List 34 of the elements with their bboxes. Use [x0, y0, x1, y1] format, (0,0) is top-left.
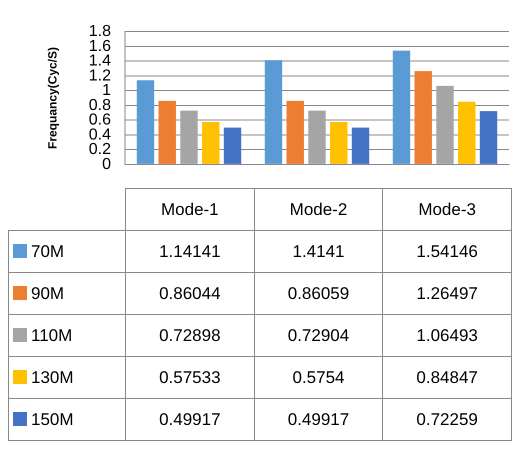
y-tick-label: 1.4: [88, 52, 112, 70]
data-label: 0.72904: [254, 314, 383, 356]
y-tick-label: 1.2: [88, 67, 112, 84]
data-label: 0.49917: [126, 398, 254, 440]
data-label: 1.4141: [254, 230, 383, 272]
data-label: 1.26497: [382, 272, 512, 314]
data-label: 1.06493: [382, 314, 512, 356]
data-label: 0.49917: [254, 398, 383, 440]
legend-label: 70M: [8, 230, 126, 272]
data-label: 0.84847: [382, 356, 512, 398]
data-label: 0.5754: [254, 356, 383, 398]
y-tick-label: 0: [102, 156, 112, 173]
data-label: 0.57533: [126, 356, 254, 398]
data-label: 0.86059: [254, 272, 383, 314]
y-tick-label: 1.6: [88, 38, 112, 55]
data-label: 1.14141: [126, 230, 254, 272]
y-tick-label: 0.8: [88, 96, 112, 114]
legend-label: 130M: [8, 356, 126, 398]
legend-label: 110M: [8, 314, 126, 356]
legend-label: 150M: [8, 398, 126, 440]
y-tick-label: 0.4: [88, 126, 112, 144]
y-axis-title: Frequancy(Cyc/S): [46, 46, 60, 150]
data-label: 0.86044: [126, 272, 254, 314]
legend-label: 90M: [8, 272, 126, 314]
data-label: 1.54146: [382, 230, 512, 272]
y-tick-label: 0.2: [88, 141, 112, 158]
x-tick-label: Mode-3: [382, 188, 512, 230]
y-tick-label: 0.6: [88, 112, 112, 129]
x-tick-label: Mode-2: [254, 188, 383, 230]
y-tick-label: 1: [102, 82, 112, 100]
data-label: 0.72898: [126, 314, 254, 356]
data-label: 0.72259: [382, 398, 512, 440]
y-tick-label: 1.8: [88, 23, 112, 40]
x-tick-label: Mode-1: [126, 188, 254, 230]
